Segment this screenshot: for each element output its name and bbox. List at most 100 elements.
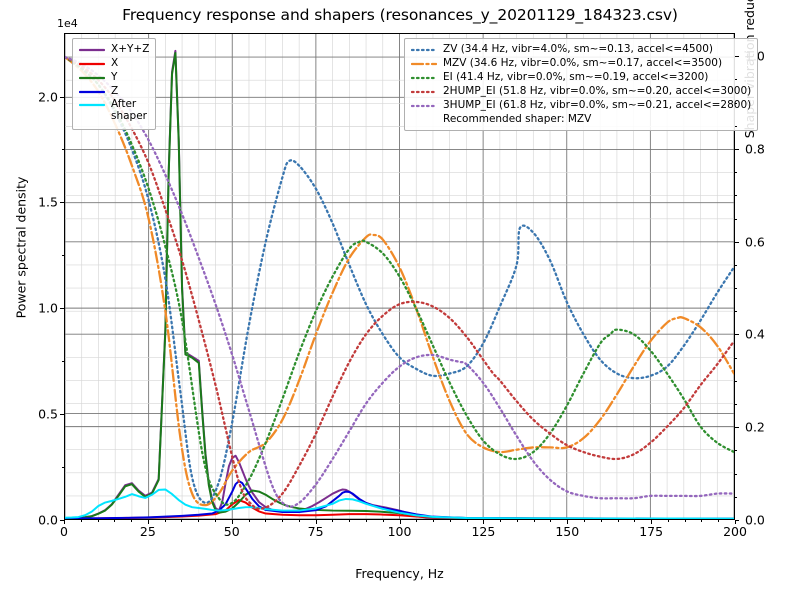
y-tick-label-left: 2.0	[38, 89, 58, 105]
series-line	[65, 55, 734, 510]
axis-tick-mark	[735, 357, 738, 359]
axis-tick-mark	[500, 520, 502, 523]
axis-tick-mark	[61, 467, 64, 469]
x-tick-label: 100	[387, 524, 412, 539]
axis-tick-mark	[735, 520, 736, 523]
axis-tick-mark	[61, 361, 64, 363]
axis-tick-mark	[651, 520, 653, 523]
axis-tick-mark	[516, 520, 518, 523]
axis-tick-mark	[399, 520, 401, 523]
legend-item-label: X	[111, 57, 119, 70]
axis-tick-mark	[735, 427, 738, 429]
y-tick-label-right: 0.4	[745, 326, 765, 342]
legend-item-shaper[interactable]: EI (41.4 Hz, vibr=0.0%, sm~=0.19, accel<…	[411, 71, 751, 85]
legend-item-signal[interactable]: X	[79, 57, 149, 71]
axis-tick-mark	[80, 520, 82, 523]
axis-tick-mark	[735, 218, 738, 220]
axis-tick-mark	[735, 56, 738, 58]
axis-tick-mark	[701, 520, 703, 523]
axis-tick-mark	[61, 149, 64, 151]
axis-tick-mark	[600, 520, 602, 523]
legend-swatch	[79, 86, 105, 98]
axis-tick-mark	[550, 520, 552, 523]
legend-item-shaper[interactable]: MZV (34.6 Hz, vibr=0.0%, sm~=0.17, accel…	[411, 57, 751, 71]
recommended-shaper-note: Recommended shaper: MZV	[443, 113, 592, 125]
legend-item-signal[interactable]: X+Y+Z	[79, 43, 149, 57]
legend-item-label: MZV (34.6 Hz, vibr=0.0%, sm~=0.17, accel…	[443, 57, 723, 70]
axis-tick-mark	[61, 96, 64, 98]
axis-tick-mark	[231, 520, 233, 523]
y-tick-label-left: 0.0	[38, 512, 58, 528]
axis-tick-mark	[735, 380, 738, 382]
x-tick-label: 125	[471, 524, 496, 539]
legend-item-shaper[interactable]: ZV (34.4 Hz, vibr=4.0%, sm~=0.13, accel<…	[411, 43, 751, 57]
axis-tick-mark	[214, 520, 216, 523]
axis-tick-mark	[735, 102, 738, 104]
axis-tick-mark	[416, 520, 418, 523]
legend-swatch	[411, 86, 437, 98]
axis-tick-mark	[634, 520, 636, 523]
axis-tick-mark	[735, 473, 738, 475]
legend-signals[interactable]: X+Y+Z X Y Z After shaper	[72, 38, 157, 130]
legend-shapers[interactable]: ZV (34.4 Hz, vibr=4.0%, sm~=0.13, accel<…	[404, 38, 759, 132]
axis-tick-mark	[735, 450, 738, 452]
legend-swatch	[79, 44, 105, 56]
axis-tick-mark	[164, 520, 166, 523]
axis-tick-mark	[61, 414, 64, 416]
axis-tick-mark	[64, 520, 65, 523]
axis-tick-mark	[735, 148, 738, 150]
legend-swatch	[79, 99, 105, 111]
axis-tick-mark	[147, 520, 149, 523]
legend-item-label: 2HUMP_EI (51.8 Hz, vibr=0.0%, sm~=0.20, …	[443, 85, 752, 98]
axis-tick-mark	[365, 520, 367, 523]
x-tick-label: 150	[555, 524, 580, 539]
axis-tick-mark	[97, 520, 99, 523]
axis-tick-mark	[735, 496, 738, 498]
axis-tick-mark	[684, 520, 686, 523]
axis-tick-mark	[735, 172, 738, 174]
x-tick-label: 25	[139, 524, 156, 539]
y-axis-offset-label: 1e4	[57, 17, 78, 30]
axis-tick-mark	[449, 520, 451, 523]
axis-tick-mark	[617, 520, 619, 523]
legend-item-signal[interactable]: Z	[79, 85, 149, 99]
legend-swatch	[79, 58, 105, 70]
x-tick-label: 0	[60, 524, 68, 539]
legend-swatch	[411, 58, 437, 70]
series-line	[65, 480, 734, 519]
y-tick-label-right: 0.6	[745, 234, 765, 250]
legend-item-label: After shaper	[111, 98, 148, 122]
axis-tick-mark	[265, 520, 267, 523]
series-line	[65, 55, 734, 506]
legend-swatch	[79, 72, 105, 84]
legend-swatch	[411, 44, 437, 56]
axis-tick-mark	[282, 520, 284, 523]
legend-item-label: X+Y+Z	[111, 43, 150, 56]
legend-item-label: ZV (34.4 Hz, vibr=4.0%, sm~=0.13, accel<…	[443, 43, 713, 56]
axis-tick-mark	[466, 520, 468, 523]
axis-tick-mark	[735, 334, 738, 336]
x-tick-label: 175	[639, 524, 664, 539]
series-line	[65, 55, 734, 507]
legend-item-shaper[interactable]: 2HUMP_EI (51.8 Hz, vibr=0.0%, sm~=0.20, …	[411, 85, 751, 99]
axis-tick-mark	[198, 520, 200, 523]
legend-item-label: Z	[111, 85, 119, 98]
axis-tick-mark	[433, 520, 435, 523]
legend-item-signal[interactable]: Y	[79, 71, 149, 85]
legend-item-shaper[interactable]: 3HUMP_EI (61.8 Hz, vibr=0.0%, sm~=0.21, …	[411, 99, 751, 113]
x-tick-label: 75	[307, 524, 324, 539]
y-tick-label-right: 0.8	[745, 141, 765, 157]
axis-tick-mark	[735, 125, 738, 127]
x-tick-label: 50	[223, 524, 240, 539]
axis-tick-mark	[533, 520, 535, 523]
axis-tick-mark	[298, 520, 300, 523]
legend-item-signal[interactable]: After shaper	[79, 98, 149, 125]
axis-tick-mark	[131, 520, 133, 523]
chart-title: Frequency response and shapers (resonanc…	[122, 6, 678, 24]
axis-tick-mark	[61, 520, 64, 521]
axis-tick-mark	[332, 520, 334, 523]
y-tick-label-right: 0.0	[745, 512, 765, 528]
axis-tick-mark	[735, 311, 738, 313]
axis-tick-mark	[61, 255, 64, 257]
